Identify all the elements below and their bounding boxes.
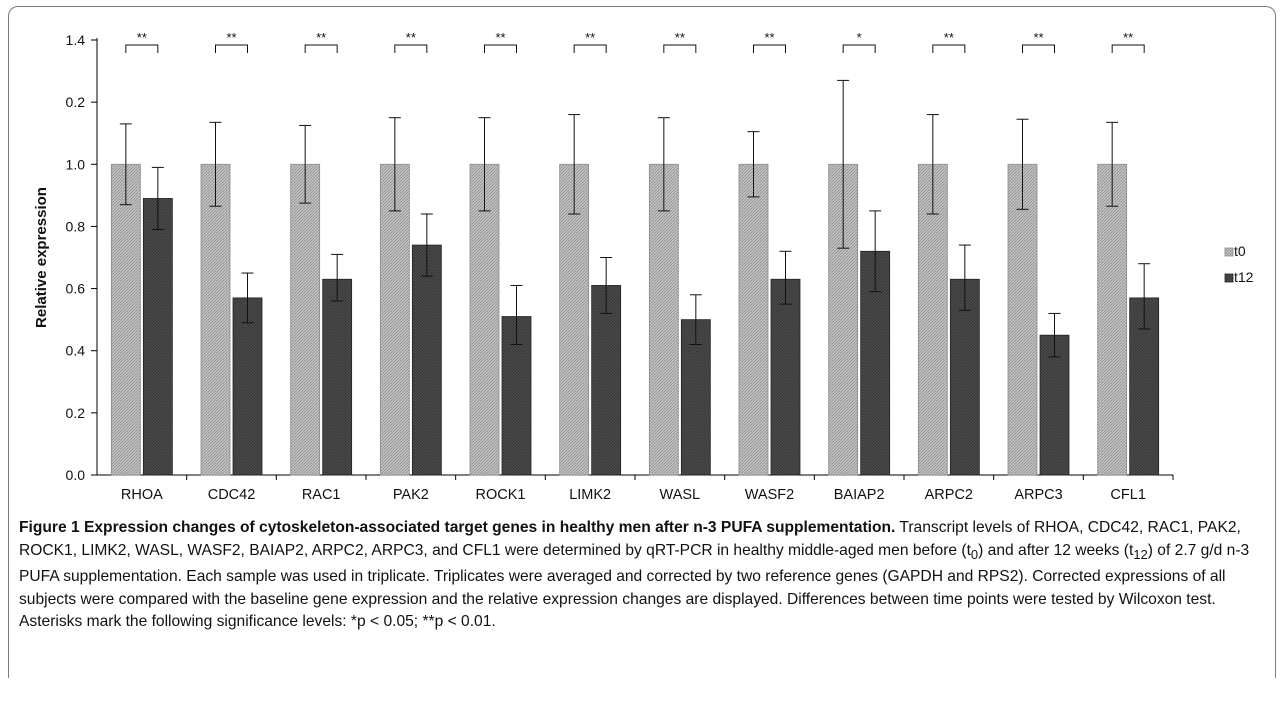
caption-sub-12: 12	[1133, 546, 1148, 562]
x-tick-label: CFL1	[1110, 487, 1145, 503]
significance-marker: **	[226, 30, 236, 45]
significance-bracket	[753, 44, 786, 53]
y-tick-label: 0.2	[66, 405, 86, 421]
legend-label-t12: t12	[1234, 269, 1254, 285]
bar-t0-rhoa	[110, 163, 141, 476]
x-tick-label: RAC1	[302, 487, 341, 503]
bar-t12-cdc42	[232, 297, 263, 476]
frame-bottom-mask	[6, 678, 1278, 705]
significance-bracket	[394, 44, 428, 53]
significance-marker: **	[1123, 30, 1133, 45]
bar-t12-arpc3	[1039, 334, 1070, 476]
figure-caption: Figure 1 Expression changes of cytoskele…	[19, 517, 1269, 634]
significance-bracket	[304, 44, 338, 53]
y-tick-label: 0.6	[66, 281, 86, 297]
caption-text-3: ) of 2.7 g/d n-3 PUFA supplementation. E…	[19, 541, 1250, 631]
bar-t12-wasf2	[770, 278, 801, 476]
bar-t12-rac1	[322, 278, 353, 476]
legend-swatch-t12	[1224, 273, 1234, 283]
significance-marker: **	[316, 30, 326, 45]
bar-t12-arpc2	[949, 278, 980, 476]
bar-t12-limk2	[591, 285, 622, 476]
bar-t0-wasf2	[738, 163, 769, 476]
x-tick-label: WASL	[660, 487, 701, 503]
bar-t0-arpc3	[1007, 163, 1038, 476]
y-tick-label: 0.2	[66, 94, 86, 110]
significance-marker: **	[585, 30, 595, 45]
significance-marker: **	[764, 30, 774, 45]
legend-label-t0: t0	[1234, 243, 1246, 259]
x-tick-label: WASF2	[745, 487, 794, 503]
x-tick-label: PAK2	[393, 487, 429, 503]
y-tick-label: 0.8	[66, 218, 86, 234]
significance-bracket	[215, 44, 248, 53]
significance-marker: *	[857, 30, 862, 45]
legend-swatch-t0	[1224, 247, 1234, 257]
y-tick-label: 1.0	[66, 156, 86, 172]
bar-t0-arpc2	[917, 163, 948, 476]
y-tick-label: 0.0	[66, 467, 86, 483]
x-tick-label: BAIAP2	[834, 487, 885, 503]
x-tick-label: CDC42	[208, 487, 256, 503]
bar-t0-rac1	[290, 163, 321, 476]
significance-bracket	[1022, 44, 1055, 53]
bar-t12-cfl1	[1129, 297, 1160, 476]
bar-t12-rock1	[501, 316, 532, 476]
bar-t0-pak2	[379, 163, 410, 476]
caption-text-1: Transcript levels of RHOA, CDC42, RAC1, …	[19, 519, 1241, 559]
bar-t0-wasl	[648, 163, 679, 476]
significance-marker: **	[495, 30, 505, 45]
bar-t12-pak2	[411, 244, 442, 476]
caption-text-2: ) and after 12 weeks (t	[978, 541, 1134, 559]
y-tick-label: 0.4	[66, 343, 86, 359]
significance-marker: **	[1033, 30, 1043, 45]
caption-title: Figure 1 Expression changes of cytoskele…	[19, 519, 896, 536]
bar-t0-rock1	[469, 163, 500, 476]
x-tick-label: ARPC2	[925, 487, 973, 503]
bar-t12-rhoa	[142, 198, 173, 476]
significance-marker: **	[944, 30, 954, 45]
significance-bracket	[484, 44, 517, 53]
significance-marker: **	[675, 30, 685, 45]
significance-bracket	[573, 44, 607, 53]
significance-bracket	[842, 44, 876, 53]
significance-marker: **	[137, 30, 147, 45]
bar-t0-cfl1	[1097, 163, 1128, 476]
significance-marker: **	[406, 30, 416, 45]
y-axis-label: Relative expression	[33, 187, 50, 328]
x-tick-label: LIMK2	[569, 487, 611, 503]
bar-t12-wasl	[680, 319, 711, 476]
significance-bracket	[1111, 44, 1145, 53]
bar-t0-baiap2	[828, 163, 859, 476]
bar-t0-cdc42	[200, 163, 231, 476]
x-tick-label: ROCK1	[476, 487, 526, 503]
bar-chart: 0.0 0.2 0.4 0.6 0.8 1.0 0.2 1.4 Relative express…	[33, 30, 1254, 503]
significance-bracket	[663, 44, 697, 53]
x-tick-label: ARPC3	[1014, 487, 1062, 503]
significance-bracket	[932, 44, 966, 53]
x-tick-label: RHOA	[121, 487, 163, 503]
y-tick-label: 1.4	[66, 32, 86, 48]
caption-sub-0: 0	[970, 546, 979, 562]
significance-bracket	[125, 44, 159, 53]
